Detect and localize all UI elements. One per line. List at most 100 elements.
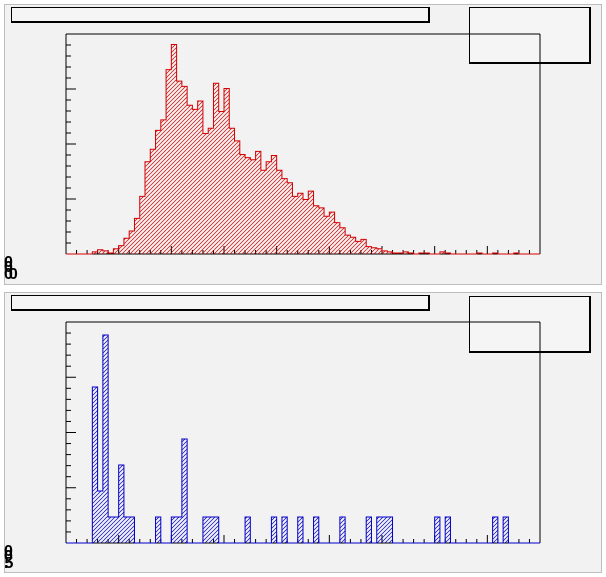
top-histogram-bar [224, 88, 230, 254]
top-histogram-bar [292, 196, 298, 254]
top-histogram-bar [345, 235, 351, 254]
top-histogram-bar [329, 212, 335, 254]
bottom-histogram-outline [66, 334, 540, 544]
top-histogram-bar [382, 250, 388, 254]
top-histogram-bar [513, 252, 519, 254]
bottom-histogram-bar [271, 517, 277, 543]
top-histogram-bar [118, 245, 124, 254]
bottom-y-tick-label-2: .5 [4, 555, 14, 572]
bottom-histogram-bar [445, 517, 451, 543]
top-histogram-bar [418, 252, 425, 254]
top-histogram-bar [176, 81, 182, 255]
top-histogram-bar [339, 227, 346, 254]
top-histogram-bar [160, 119, 167, 255]
top-histogram-bar [166, 69, 172, 254]
bottom-histogram-bar [492, 517, 498, 543]
top-histogram-bar [324, 216, 330, 254]
top-histogram-bar [313, 205, 319, 254]
top-histogram-bar [276, 170, 282, 254]
top-histogram-bar [218, 111, 224, 255]
top-histogram-bar [192, 109, 198, 254]
top-histogram-bar [350, 237, 356, 254]
top-histogram-bar [392, 252, 398, 254]
top-stats-box [469, 7, 591, 64]
top-histogram-bar [245, 157, 251, 254]
top-histogram-plot [65, 33, 541, 255]
top-histogram-bar [129, 230, 135, 254]
top-histogram-bar [171, 44, 177, 254]
top-histogram-bar [424, 252, 430, 254]
top-histogram-bar [208, 128, 214, 254]
top-histogram-bar [102, 250, 109, 254]
bottom-histogram-bar [339, 517, 346, 543]
top-histogram-bar [408, 252, 414, 254]
top-histogram-bar [271, 155, 277, 254]
top-histogram-bar [134, 218, 140, 254]
top-y-tick-label-0: 0 [4, 254, 13, 271]
bottom-histogram-bar [202, 517, 209, 543]
bottom-histogram-bar [118, 465, 124, 543]
bottom-histogram-bar [281, 517, 288, 543]
top-histogram-bar [260, 170, 267, 254]
top-histogram-bar [360, 239, 367, 254]
bottom-histogram-bar [313, 517, 319, 543]
bottom-histogram-title [11, 295, 430, 311]
bottom-histogram-bar [382, 517, 388, 543]
top-histogram-bar [239, 154, 246, 254]
bottom-y-tick-label-1: 0 [4, 548, 13, 565]
bottom-histogram-bar [129, 517, 135, 543]
top-histogram-bar [387, 251, 393, 254]
top-histogram-bar [250, 159, 256, 254]
bottom-histogram-bar [387, 517, 393, 543]
bottom-y-tick-label-0: 0 [4, 543, 13, 560]
top-histogram-bar [145, 161, 151, 254]
top-histogram-bar [213, 83, 219, 254]
top-histogram-bar [155, 130, 161, 254]
top-histogram-bar [397, 252, 404, 254]
top-histogram-title [11, 7, 430, 23]
top-histogram-bar [197, 101, 203, 254]
top-histogram-bar [287, 182, 293, 254]
top-histogram-bar [366, 246, 372, 254]
bottom-histogram-bar [113, 517, 119, 543]
top-histogram-bar [139, 196, 145, 254]
bottom-histogram-bar [92, 387, 98, 543]
top-histogram-bar [255, 151, 261, 254]
top-histogram-bar [308, 191, 314, 254]
bottom-histogram-bar [123, 517, 130, 543]
top-histogram-bar [303, 199, 309, 254]
bottom-histogram-bar [108, 517, 114, 543]
bottom-histogram-bar [97, 491, 103, 543]
bottom-histogram-bar [366, 517, 372, 543]
bottom-histogram-bar [181, 439, 188, 543]
top-histogram-bar [492, 252, 498, 254]
top-histogram-bar [376, 248, 382, 254]
top-histogram-bar [113, 248, 119, 254]
top-histogram-bar [403, 251, 409, 254]
bottom-histogram-bar [176, 517, 182, 543]
top-histogram-bar [108, 252, 114, 254]
top-histogram-bar [297, 193, 303, 254]
top-histogram-bar [371, 247, 377, 254]
top-histogram-bar [445, 252, 451, 254]
top-histogram-outline [66, 43, 540, 255]
top-histogram-bar [187, 105, 193, 254]
top-histogram-bar [229, 128, 235, 254]
top-histogram-bar [318, 207, 325, 254]
top-histogram-bar [92, 251, 98, 254]
top-histogram-bar [281, 178, 288, 254]
bottom-histogram-bar [297, 517, 303, 543]
bottom-histogram-bar [213, 517, 219, 543]
bottom-histogram-bar [171, 517, 177, 543]
bottom-histogram-bar [503, 517, 509, 543]
bottom-histogram-bar [245, 517, 251, 543]
bottom-stats-box [469, 296, 591, 353]
bottom-histogram-bar [376, 517, 382, 543]
top-histogram-bar [202, 133, 209, 254]
top-histogram-bar [355, 241, 361, 254]
bottom-histogram-bar [434, 517, 440, 543]
top-histogram-bar [97, 249, 103, 254]
top-histogram-bar [123, 238, 130, 254]
top-histogram-bar [334, 222, 340, 254]
